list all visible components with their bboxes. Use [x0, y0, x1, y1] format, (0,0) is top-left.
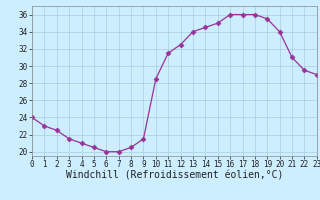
X-axis label: Windchill (Refroidissement éolien,°C): Windchill (Refroidissement éolien,°C) [66, 171, 283, 181]
